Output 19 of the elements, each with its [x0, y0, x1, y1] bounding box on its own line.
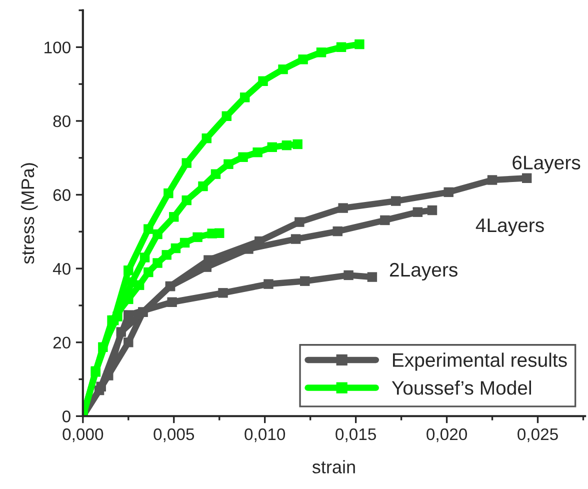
y-tick-label: 60: [53, 189, 70, 201]
x-tick-label: 0,020: [426, 428, 467, 442]
y-tick-label: 80: [53, 115, 70, 128]
annotation: 2Layers: [390, 262, 458, 281]
x-tick-label: 0,000: [62, 428, 104, 442]
x-tick-label: 0,025: [518, 428, 558, 442]
x-axis-title: strain: [312, 460, 355, 474]
legend-label: Youssef’s Model: [392, 380, 532, 395]
annotation: 4Layers: [476, 218, 544, 236]
x-tick-label: 0,010: [244, 428, 286, 442]
y-tick-label: 40: [52, 262, 70, 275]
y-axis-title: stress (MPa): [20, 163, 38, 264]
legend-label: Experimental results: [393, 352, 567, 371]
y-tick-label: 0: [62, 410, 70, 422]
y-tick-label: 100: [44, 42, 70, 54]
annotation: 6Layers: [512, 156, 580, 174]
x-tick-label: 0,005: [154, 428, 194, 442]
y-tick-label: 20: [53, 336, 70, 349]
x-tick-label: 0,015: [336, 428, 376, 442]
